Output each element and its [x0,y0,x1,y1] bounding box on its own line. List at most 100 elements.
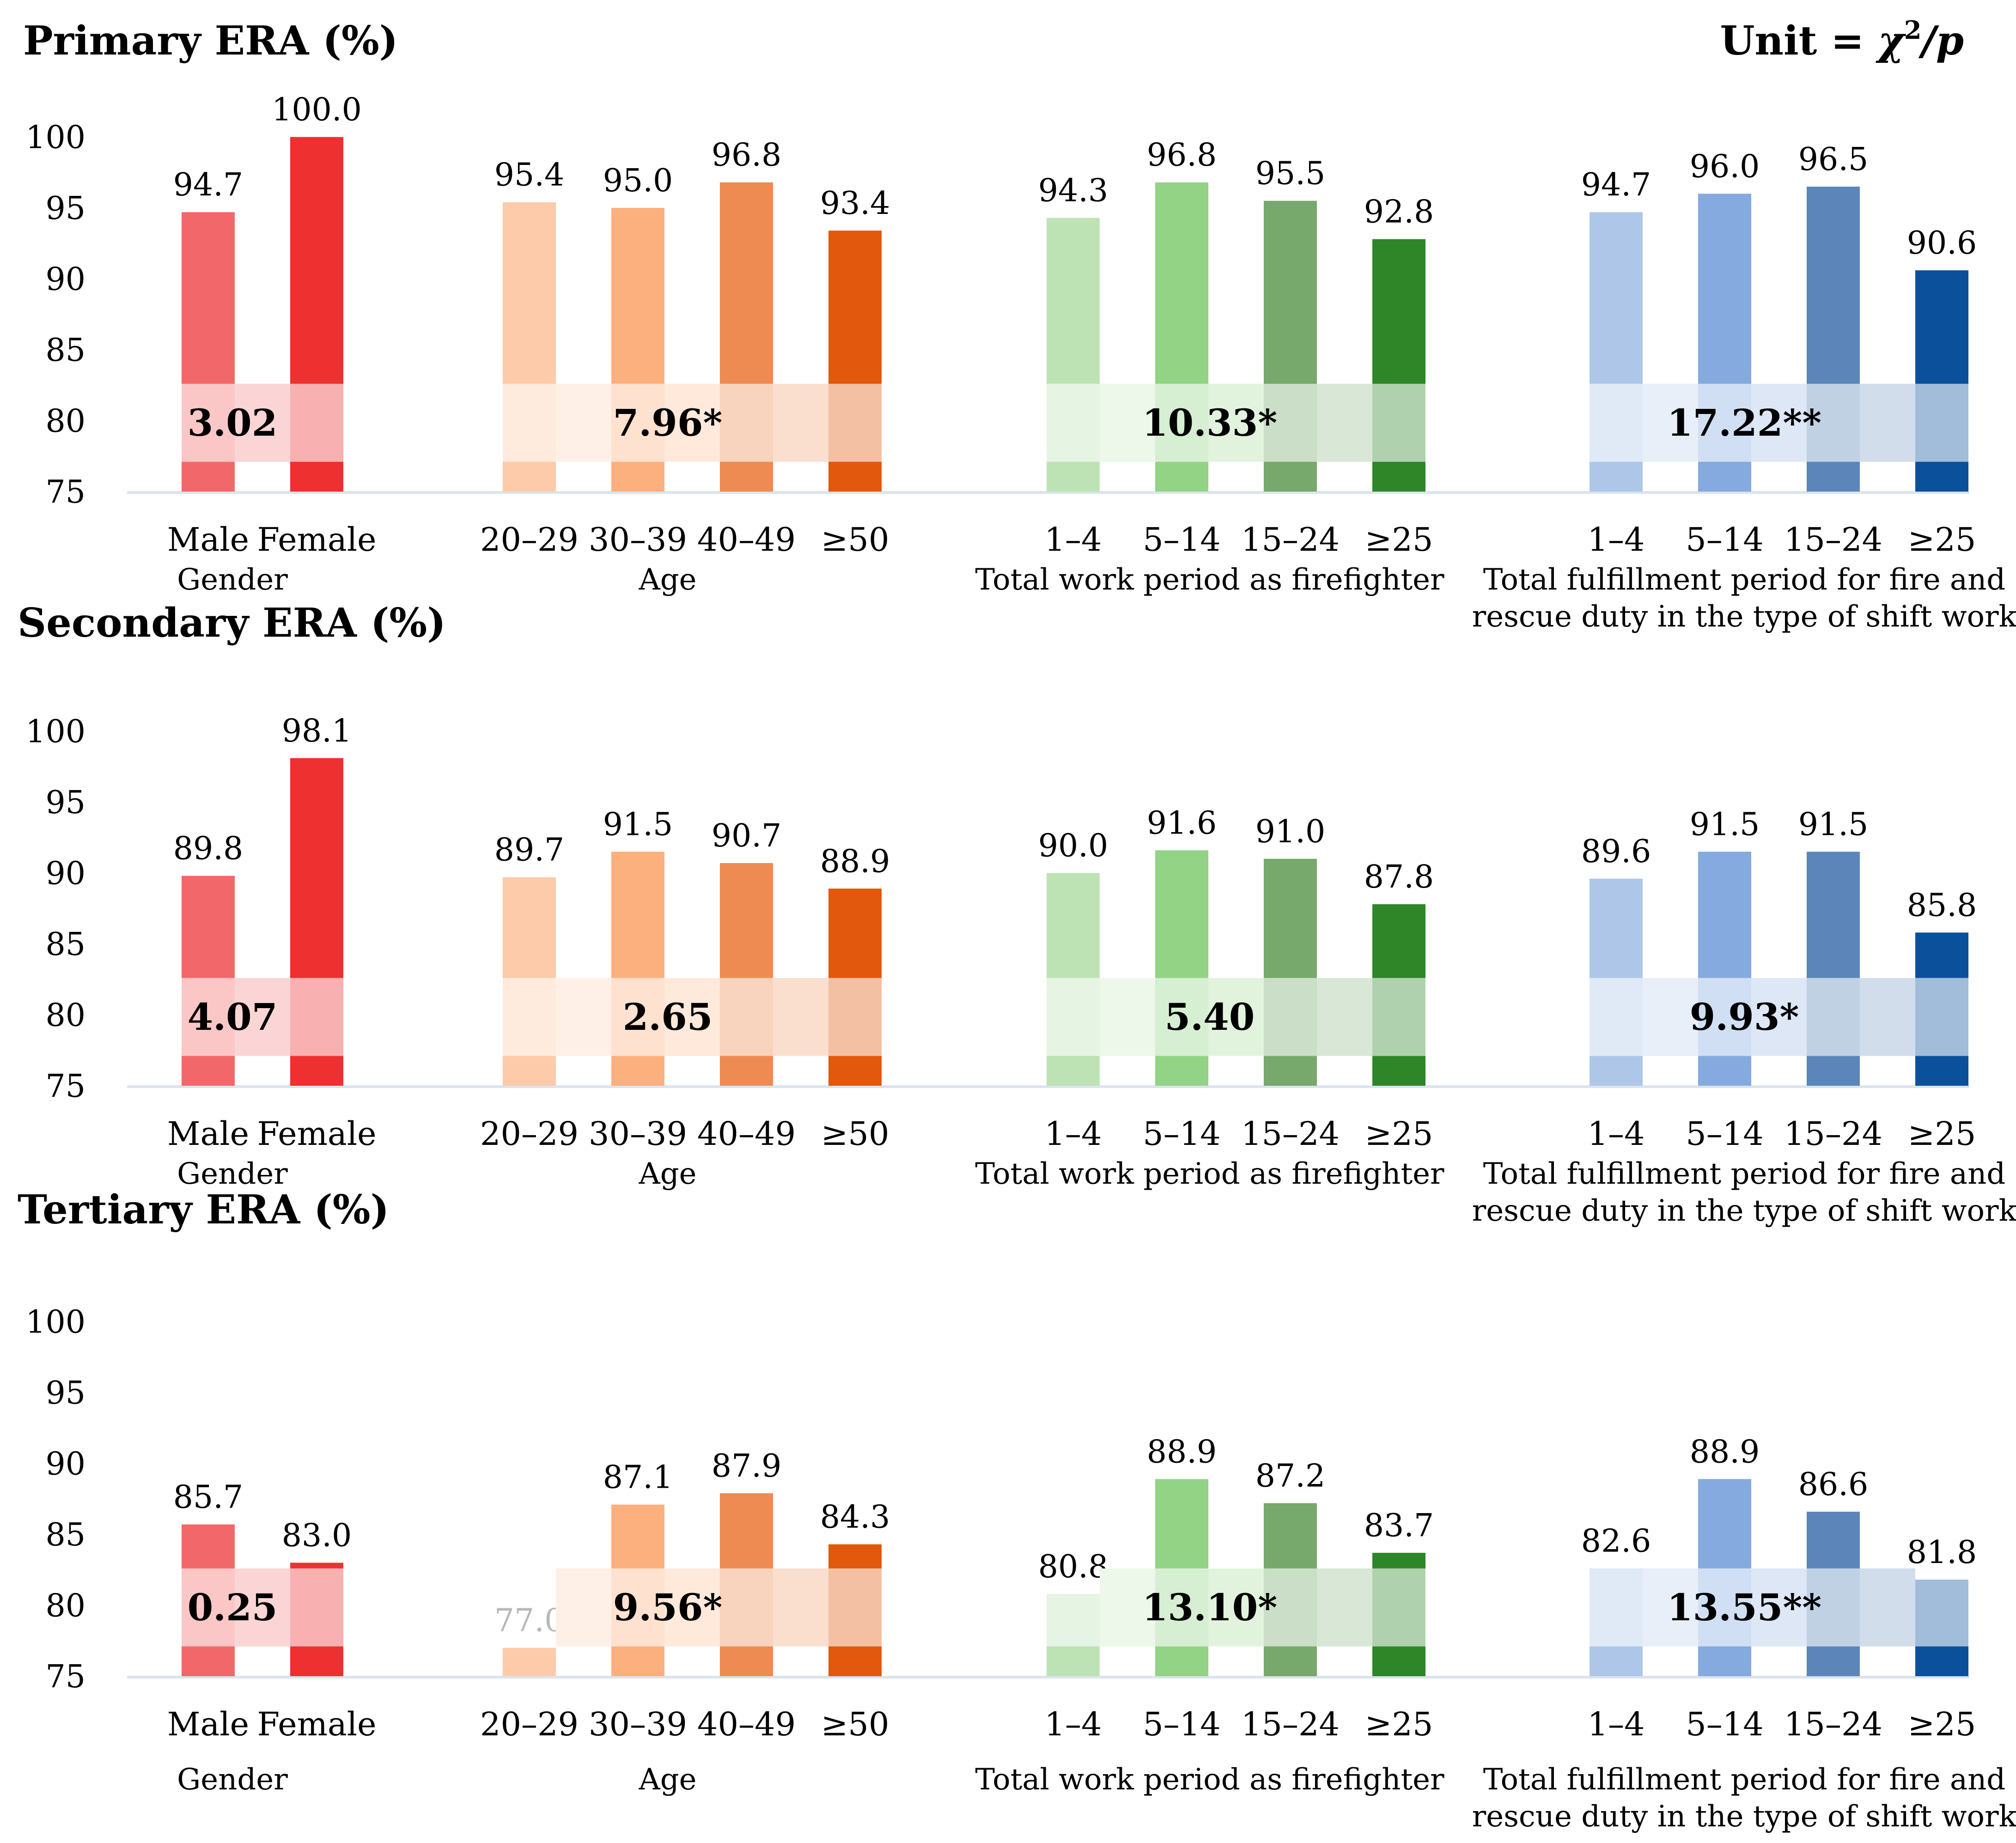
bar-overlay [1590,383,1643,462]
data-label: 94.3 [1038,172,1108,209]
stat-band [1751,978,1807,1056]
data-label: 88.9 [820,843,890,880]
chi-square-statistic: 7.96* [613,401,723,444]
bar-overlay [1372,978,1425,1056]
data-label: 87.8 [1364,859,1434,895]
category-label: 15–24 [1241,1115,1340,1153]
category-label: ≥25 [1365,1705,1433,1743]
category-label: ≥50 [821,521,889,559]
group-label: Gender [177,1763,288,1797]
bar-overlay [1915,1580,1968,1647]
group-label: rescue duty in the type of shift work [1472,1800,2016,1834]
data-label: 93.4 [820,185,890,222]
data-label: 86.6 [1798,1466,1868,1503]
bar-overlay [503,978,556,1056]
category-label: 40–49 [697,1705,796,1743]
category-label: 5–14 [1686,1115,1764,1153]
data-label: 94.7 [173,167,243,203]
stat-band [235,978,290,1056]
category-label: 20–29 [480,1705,579,1743]
group-2: 89.7 20–29 91.5 30–39 90.7 40–49 88.9 ≥50 2.65 Ag… [480,806,890,1191]
y-tick-label: 90 [45,1446,85,1483]
chi-square-statistic: 5.40 [1165,995,1255,1039]
category-label: 5–14 [1143,521,1221,559]
data-label: 87.9 [712,1448,781,1484]
y-tick-label: 95 [45,1375,85,1411]
y-tick-label: 100 [25,1304,85,1341]
stat-band [664,978,720,1056]
category-label: 30–39 [589,521,687,559]
category-label: Male [167,1115,249,1153]
stat-band [664,1568,720,1647]
chi-square-statistic: 4.07 [188,995,278,1039]
category-label: ≥50 [821,1705,889,1743]
stat-band [773,978,828,1056]
category-label: 5–14 [1686,1705,1764,1743]
bar-overlay [1155,383,1208,462]
data-label: 87.2 [1255,1458,1325,1494]
data-label: 82.6 [1581,1523,1651,1560]
data-label: 89.8 [173,831,243,867]
stat-band [1100,383,1155,462]
category-label: Male [167,521,249,559]
stat-band [556,1568,611,1647]
group-label: Age [638,1763,696,1797]
stat-band [773,1568,828,1647]
y-tick-label: 75 [45,474,85,511]
data-label: 98.1 [282,713,352,749]
bar-overlay [720,978,773,1056]
bar-overlay [1807,978,1860,1056]
unit-label-suffix: /p [1918,18,1964,64]
data-label: 81.8 [1907,1534,1977,1571]
stat-band [1643,978,1698,1056]
bar-overlay [1590,978,1643,1056]
group-label: Total fulfillment period for fire and [1483,563,2006,597]
bar-overlay [1807,383,1860,462]
y-tick-label: 100 [25,120,85,156]
category-label: 1–4 [1587,1705,1644,1743]
bar-overlay [1047,978,1100,1056]
category-label: 15–24 [1784,1705,1882,1743]
data-label: 91.5 [1798,806,1868,843]
group-label: Age [638,1157,696,1191]
stat-band [1208,383,1264,462]
bar-overlay [503,383,556,462]
bar-overlay [1264,1568,1317,1647]
data-label: 90.6 [1907,225,1977,262]
bar-overlay [1698,383,1751,462]
group-label: Gender [177,1157,288,1191]
category-label: 1–4 [1587,1115,1644,1153]
y-tick-label: 80 [45,1588,85,1624]
data-label: 85.8 [1907,887,1977,924]
group-1: 85.7 Male 83.0 Female 0.25 Gender [167,1479,377,1797]
panel-title: Primary ERA (%) [23,18,398,64]
data-label: 91.5 [1690,806,1760,843]
category-label: 15–24 [1784,521,1882,559]
category-label: 15–24 [1241,1705,1340,1743]
stat-band [556,383,611,462]
category-label: ≥25 [1908,521,1976,559]
group-4: 82.6 1–4 88.9 5–14 86.6 15–24 81.8 ≥25 13.55** To… [1472,1434,2016,1834]
chi-square-statistic: 10.33* [1142,401,1277,444]
category-label: ≥25 [1908,1115,1976,1153]
stat-band [235,1568,290,1647]
y-tick-label: 85 [45,926,85,963]
bar-overlay [1590,1568,1643,1647]
unit-label: Unit = χ2/p [1720,15,1964,64]
category-label: 1–4 [1587,521,1644,559]
category-label: 30–39 [589,1115,687,1153]
category-label: 15–24 [1784,1115,1882,1153]
group-4: 89.6 1–4 91.5 5–14 91.5 15–24 85.8 ≥25 9.93* Tota… [1472,806,2016,1228]
bar-overlay [1155,978,1208,1056]
bar-overlay [828,383,882,462]
bar-overlay [290,978,343,1056]
data-label: 83.0 [282,1517,352,1554]
group-3: 80.8 1–4 88.9 5–14 87.2 15–24 83.7 ≥25 13.10* Tot… [975,1434,1444,1797]
y-tick-label: 95 [45,785,85,821]
data-label: 89.6 [1581,833,1651,870]
category-label: Female [257,1705,376,1743]
bar-overlay [290,1568,343,1647]
data-label: 95.5 [1255,156,1325,192]
stat-band [1751,1568,1807,1647]
